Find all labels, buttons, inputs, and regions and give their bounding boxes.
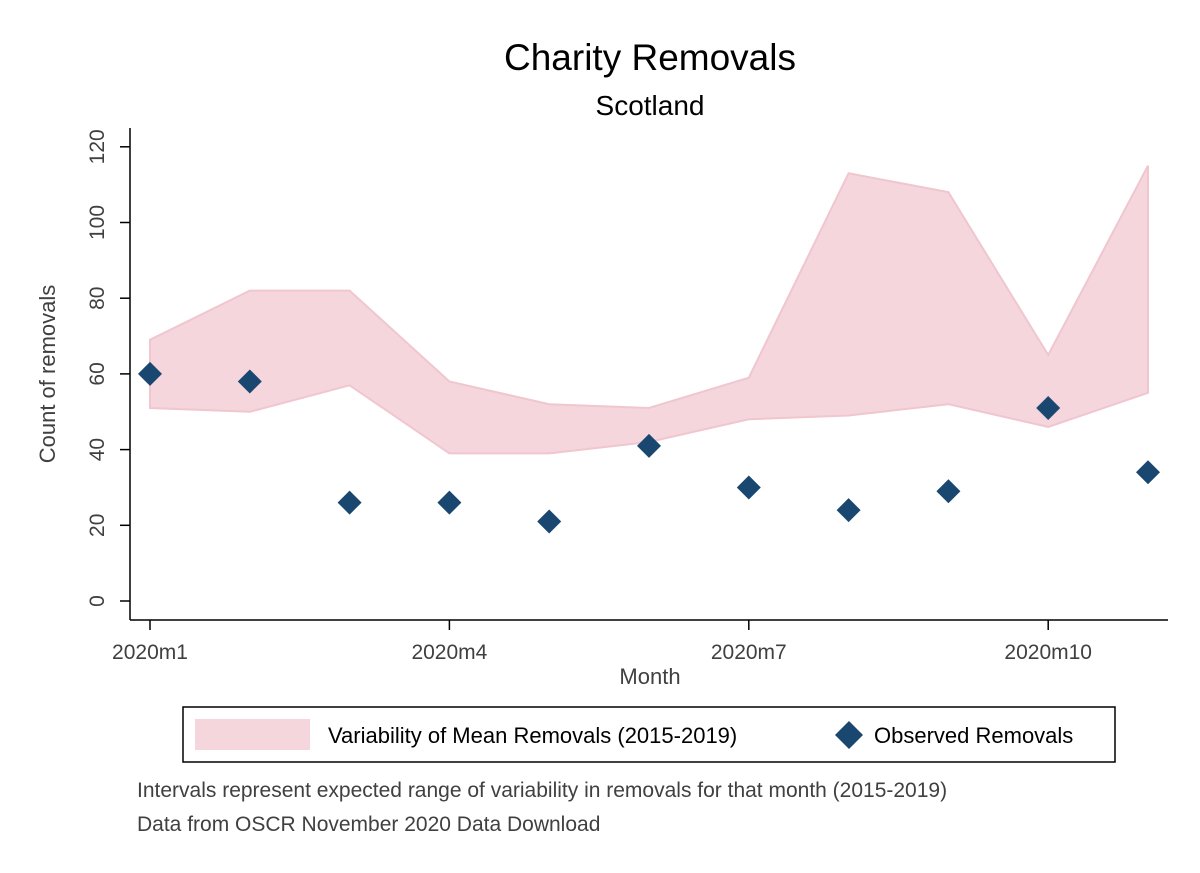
note-2: Data from OSCR November 2020 Data Downlo… <box>137 813 600 836</box>
legend-range-label: Variability of Mean Removals (2015-2019) <box>328 723 737 748</box>
y-tick-label-60: 60 <box>86 362 109 385</box>
y-tick-label-120: 120 <box>86 129 109 164</box>
y-ticks: 0 20 40 60 80 100 120 <box>86 129 130 607</box>
observed-point-2020m5 <box>537 509 562 534</box>
chart-subtitle: Scotland <box>596 90 705 121</box>
legend-box <box>182 706 1116 763</box>
chart-title: Charity Removals <box>504 37 796 78</box>
observed-point-2020m9 <box>936 479 961 504</box>
variability-band <box>149 165 1149 455</box>
observed-point-2020m3 <box>337 490 362 515</box>
legend-range-swatch <box>195 719 310 750</box>
observed-point-2020m6 <box>637 433 661 458</box>
observed-point-2020m2 <box>237 369 262 394</box>
observed-point-2020m7 <box>736 475 761 500</box>
y-tick-label-20: 20 <box>86 514 109 537</box>
legend-observed-label: Observed Removals <box>874 723 1073 748</box>
x-tick-label-2020m10: 2020m10 <box>1004 641 1092 664</box>
y-tick-label-40: 40 <box>86 438 109 461</box>
observed-point-2020m10 <box>1036 395 1061 420</box>
observed-point-2020m8 <box>836 498 861 523</box>
plot-area <box>138 165 1160 534</box>
note-1: Intervals represent expected range of va… <box>137 779 947 802</box>
legend: Variability of Mean Removals (2015-2019)… <box>182 706 1116 763</box>
y-tick-label-100: 100 <box>86 205 109 240</box>
x-axis-label: Month <box>619 664 680 689</box>
x-tick-label-2020m7: 2020m7 <box>711 641 787 664</box>
x-tick-label-2020m1: 2020m1 <box>112 641 188 664</box>
y-tick-label-80: 80 <box>86 287 109 310</box>
legend-observed-marker <box>835 721 863 749</box>
x-ticks: 2020m1 2020m4 2020m7 2020m10 <box>112 620 1092 664</box>
y-tick-label-0: 0 <box>86 595 109 607</box>
observed-point-2020m1 <box>138 361 162 386</box>
x-tick-label-2020m4: 2020m4 <box>411 641 487 664</box>
observed-point-2020m4 <box>437 490 462 515</box>
observed-point-2020m11 <box>1136 460 1160 485</box>
y-axis-label: Count of removals <box>35 285 60 464</box>
